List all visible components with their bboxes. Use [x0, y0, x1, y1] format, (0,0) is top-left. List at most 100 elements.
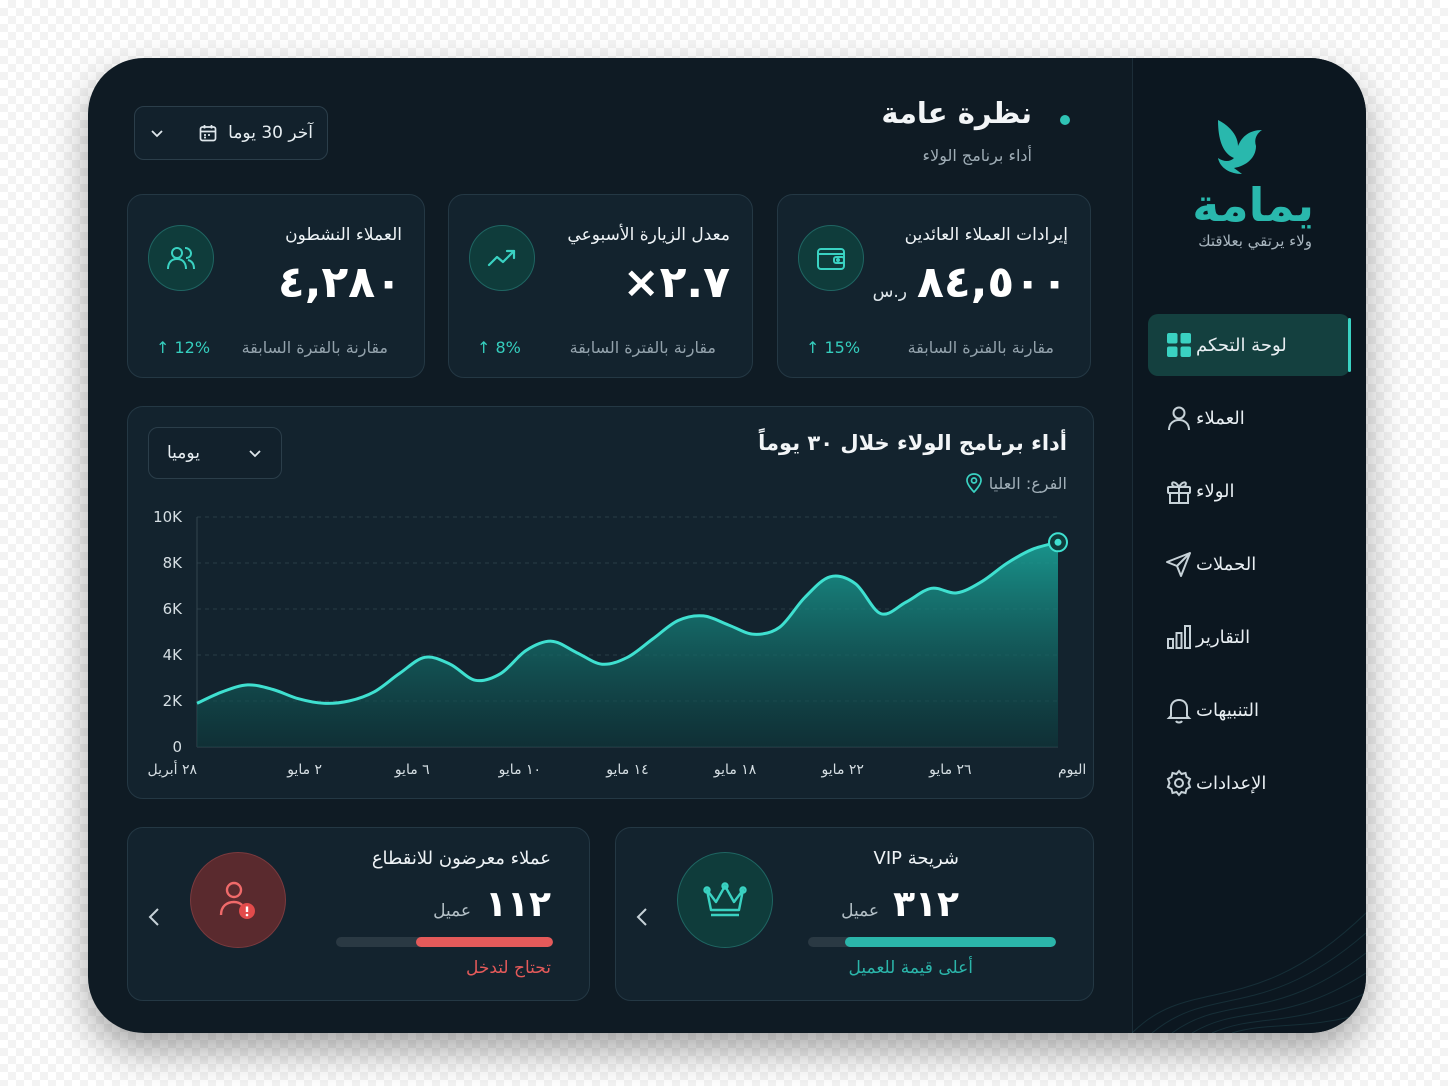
sidebar: يمامة ولاء يرتقي بعلاقتك لوحة التحكم الع… [1132, 58, 1366, 1033]
date-range-select[interactable]: آخر 30 يوما [134, 106, 328, 160]
calendar-icon [199, 125, 217, 142]
segment-note: تحتاج لتدخل [465, 958, 551, 978]
brand-tagline: ولاء يرتقي بعلاقتك [1198, 232, 1312, 250]
sidebar-item-label: العملاء [1196, 407, 1245, 429]
x-tick-label: ١٨ مايو [713, 762, 757, 778]
sidebar-item-label: الحملات [1196, 553, 1257, 575]
date-range-label: آخر 30 يوما [228, 123, 313, 143]
kpi-delta: ↑ 15% [806, 338, 861, 357]
page-subtitle: أداء برنامج الولاء [922, 146, 1032, 165]
period-label: يوميا [167, 443, 200, 463]
x-tick-label: ٢ مايو [286, 762, 322, 778]
page-title: نظرة عامة [881, 96, 1032, 130]
users-icon [148, 225, 214, 291]
y-tick-label: 2K [163, 692, 184, 710]
vip-segment-card[interactable]: شريحة VIP ٣١٢ عميل أعلى قيمة للعميل [615, 827, 1094, 1001]
x-tick-label: ٢٦ مايو [928, 762, 971, 778]
segment-count-value: ١١٢ [485, 884, 551, 925]
chevron-down-icon [151, 130, 163, 138]
kpi-delta-value: 8% [495, 338, 521, 357]
sidebar-item-label: الولاء [1196, 480, 1235, 502]
area-fill [197, 542, 1058, 747]
sidebar-item-campaigns[interactable]: الحملات [1148, 533, 1350, 595]
sidebar-nav: لوحة التحكم العملاء الولاء الحملات [1148, 314, 1351, 825]
segment-unit: عميل [433, 901, 472, 921]
period-select[interactable]: يوميا [148, 427, 282, 479]
segment-count-value: ٣١٢ [893, 884, 959, 925]
gear-icon [1162, 766, 1196, 800]
x-tick-label: ٢٨ أبريل [147, 760, 197, 778]
kpi-number: ٨٤,٥٠٠ [917, 257, 1068, 308]
sidebar-item-label: الإعدادات [1196, 772, 1267, 794]
sidebar-item-customers[interactable]: العملاء [1148, 387, 1350, 449]
crown-icon [677, 852, 773, 948]
chevron-left-icon[interactable] [630, 902, 654, 932]
kpi-compare-label: مقارنة بالفترة السابقة [907, 338, 1054, 357]
kpi-title: العملاء النشطون [285, 225, 402, 245]
kpi-title: معدل الزيارة الأسبوعي [567, 225, 730, 245]
grid-icon [1162, 328, 1196, 362]
sidebar-item-dashboard[interactable]: لوحة التحكم [1148, 314, 1351, 376]
kpi-card-visit-rate: معدل الزيارة الأسبوعي ٢.٧× مقارنة بالفتر… [448, 194, 753, 378]
sidebar-item-alerts[interactable]: التنبيهات [1148, 679, 1350, 741]
segment-note: أعلى قيمة للعميل [848, 958, 973, 978]
sidebar-item-loyalty[interactable]: الولاء [1148, 460, 1350, 522]
branch-name: الفرع: العليا [988, 473, 1067, 493]
sidebar-item-reports[interactable]: التقارير [1148, 606, 1350, 668]
y-tick-label: 8K [163, 554, 184, 572]
kpi-unit: ر.س [872, 282, 907, 302]
kpi-card-revenue: إيرادات العملاء العائدين ٨٤,٥٠٠ ر.س مقارن… [777, 194, 1091, 378]
sidebar-item-settings[interactable]: الإعدادات [1148, 752, 1350, 814]
x-tick-label: ٢٢ مايو [821, 762, 864, 778]
wave-decoration [1132, 912, 1366, 1033]
title-dot [1060, 115, 1070, 125]
send-icon [1162, 547, 1196, 581]
y-tick-label: 0 [172, 738, 182, 756]
kpi-delta-value: 15% [824, 338, 861, 357]
segment-title: عملاء معرضون للانقطاع [371, 848, 551, 869]
sidebar-item-label: لوحة التحكم [1196, 334, 1287, 356]
kpi-delta-value: 12% [174, 338, 211, 357]
segment-count: ١١٢ عميل [433, 884, 551, 925]
sidebar-item-label: التقارير [1196, 626, 1251, 648]
kpi-number: ٢.٧× [622, 257, 730, 308]
vip-progress-bar [808, 937, 1056, 947]
kpi-delta: ↑ 8% [477, 338, 521, 357]
trend-up-icon [469, 225, 535, 291]
x-tick-label: ١٤ مايو [605, 762, 648, 778]
kpi-title: إيرادات العملاء العائدين [904, 225, 1068, 245]
segment-count: ٣١٢ عميل [841, 884, 959, 925]
kpi-card-active-customers: العملاء النشطون ٤,٢٨٠ مقارنة بالفترة الس… [127, 194, 425, 378]
segment-unit: عميل [841, 901, 880, 921]
kpi-compare-label: مقارنة بالفترة السابقة [241, 338, 388, 357]
x-tick-label: ١٠ مايو [498, 762, 541, 778]
chart-title: أداء برنامج الولاء خلال ٣٠ يوماً [758, 431, 1067, 455]
wallet-icon [798, 225, 864, 291]
loyalty-performance-chart-card: أداء برنامج الولاء خلال ٣٠ يوماً الفرع: … [127, 406, 1094, 799]
branch-label: الفرع: العليا [965, 473, 1067, 493]
dashboard-window: يمامة ولاء يرتقي بعلاقتك لوحة التحكم الع… [88, 58, 1366, 1033]
location-pin-icon [965, 473, 982, 493]
segment-title: شريحة VIP [873, 848, 960, 869]
kpi-compare-label: مقارنة بالفترة السابقة [569, 338, 716, 357]
series-line [196, 540, 1059, 705]
user-icon [1162, 401, 1196, 435]
kpi-number: ٤,٢٨٠ [277, 257, 402, 308]
churn-risk-segment-card[interactable]: عملاء معرضون للانقطاع ١١٢ عميل تحتاج لتدخ… [127, 827, 590, 1001]
gift-icon [1162, 474, 1196, 508]
chevron-left-icon[interactable] [142, 902, 166, 932]
x-tick-label: اليوم [1058, 762, 1086, 778]
user-alert-icon [190, 852, 286, 948]
kpi-value: ٨٤,٥٠٠ ر.س [873, 257, 1068, 308]
y-tick-label: 10K [153, 508, 183, 526]
progress-fill [416, 937, 553, 947]
end-point-dot [1054, 538, 1062, 546]
sidebar-item-label: التنبيهات [1196, 699, 1259, 721]
progress-fill [845, 937, 1056, 947]
bar-chart-icon [1162, 620, 1196, 654]
bell-icon [1162, 693, 1196, 727]
kpi-value: ٤,٢٨٠ [278, 257, 402, 308]
dove-logo-icon [1218, 120, 1262, 174]
brand-name: يمامة [1192, 178, 1314, 232]
churn-progress-bar [336, 937, 553, 947]
